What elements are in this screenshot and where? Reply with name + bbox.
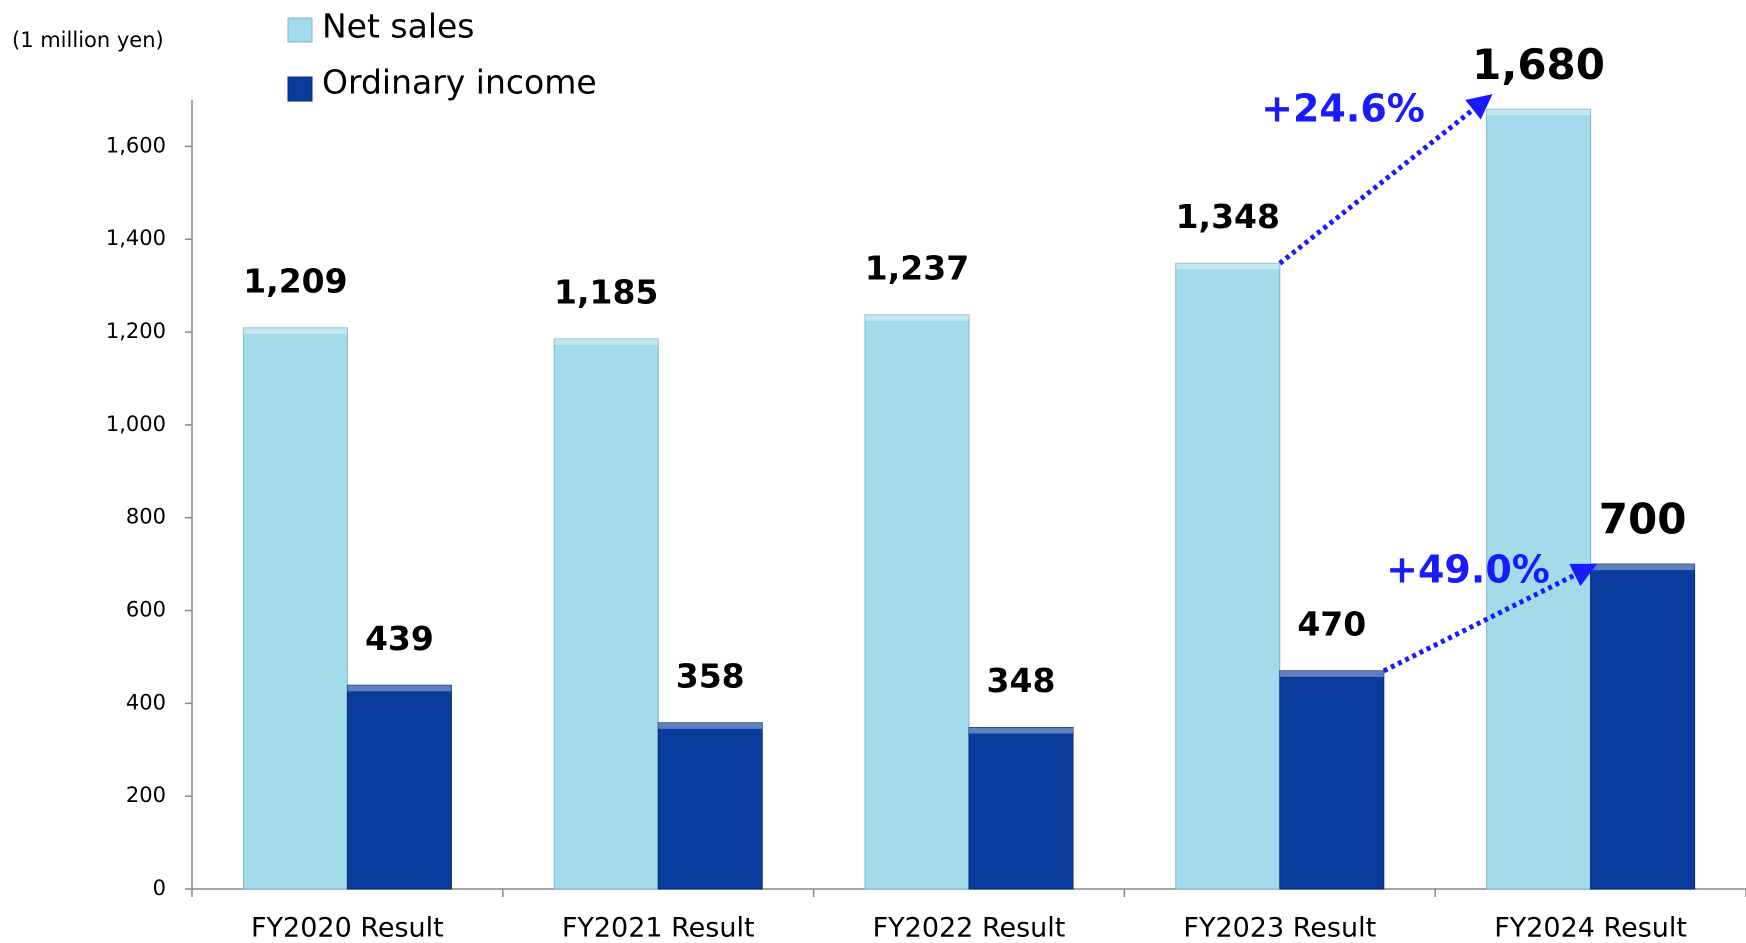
bar	[864, 314, 970, 890]
y-tick-label: 400	[126, 690, 166, 714]
bar	[553, 338, 659, 890]
data-label: 358	[676, 656, 745, 695]
legend-swatch	[287, 17, 313, 43]
y-tick-label: 0	[153, 876, 166, 900]
data-label: 700	[1599, 495, 1687, 544]
data-label: 470	[1297, 604, 1366, 643]
bar	[1175, 262, 1281, 890]
bar-cap	[1279, 670, 1384, 677]
data-label: 1,209	[243, 261, 347, 300]
bar	[242, 327, 348, 890]
bar-cap	[658, 722, 763, 729]
x-tick-label: FY2023 Result	[1183, 913, 1376, 943]
bar-cap	[969, 727, 1073, 734]
data-label: 1,348	[1176, 197, 1280, 236]
data-label: 1,185	[554, 273, 658, 312]
y-tick-label: 200	[126, 783, 166, 807]
bar-cap	[865, 314, 969, 321]
data-label: 439	[365, 619, 434, 658]
x-tick-label: FY2020 Result	[251, 913, 444, 943]
x-tick-label: FY2022 Result	[873, 913, 1066, 943]
annotation: +49.0%	[1386, 548, 1550, 592]
bar-cap	[1590, 564, 1695, 571]
x-tick-label: FY2024 Result	[1494, 913, 1687, 943]
legend-label: Ordinary income	[322, 63, 597, 102]
bar-cap	[243, 327, 348, 334]
bar	[1590, 563, 1696, 890]
y-tick-label: 1,600	[106, 133, 166, 157]
y-tick-label: 1,400	[106, 226, 166, 250]
legend-label: Net sales	[322, 7, 475, 46]
y-tick-label: 1,000	[106, 412, 166, 436]
y-tick-label: 800	[126, 505, 166, 529]
unit-label: (1 million yen)	[12, 28, 164, 52]
bar-cap	[554, 339, 659, 346]
annotation: +24.6%	[1261, 87, 1425, 131]
bar	[346, 684, 452, 890]
bar	[1279, 670, 1385, 890]
x-tick-label: FY2021 Result	[562, 913, 755, 943]
y-tick-label: 600	[126, 598, 166, 622]
bar-cap	[347, 685, 452, 692]
data-label: 1,237	[865, 248, 969, 287]
bar	[968, 726, 1074, 890]
bar	[657, 722, 763, 890]
bar-cap	[1486, 109, 1591, 116]
data-label: 348	[987, 661, 1056, 700]
y-tick-label: 1,200	[106, 319, 166, 343]
data-label: 1,680	[1472, 40, 1605, 89]
legend-swatch	[287, 76, 313, 102]
growth-arrow	[1382, 563, 1598, 674]
bar-cap	[1175, 263, 1280, 270]
bar	[1486, 108, 1592, 890]
